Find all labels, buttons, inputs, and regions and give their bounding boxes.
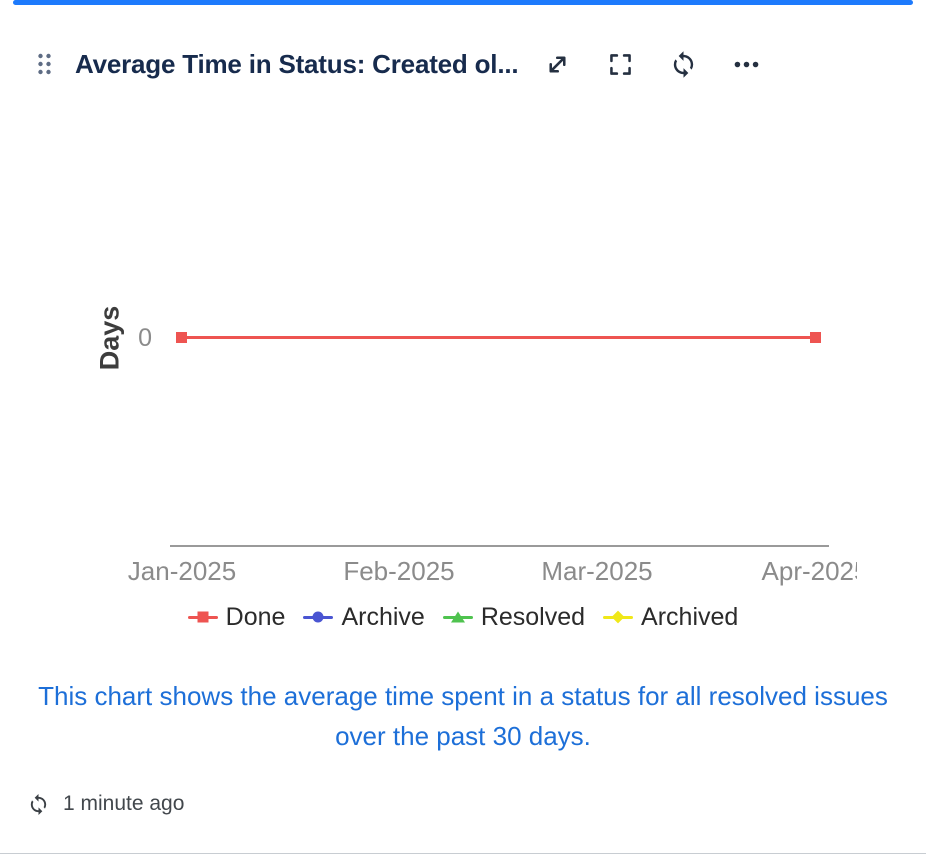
legend-label: Archive xyxy=(341,602,425,631)
gadget-description: This chart shows the average time spent … xyxy=(38,681,888,751)
legend-item-resolved: Resolved xyxy=(442,602,586,632)
refresh-status-icon[interactable] xyxy=(27,793,50,816)
legend-label: Done xyxy=(225,602,286,631)
chart-legend: Done Archive Resolved xyxy=(0,600,926,634)
card-accent-bar xyxy=(13,0,913,5)
y-tick-zero: 0 xyxy=(138,324,152,352)
done-series-marker-start xyxy=(176,332,187,343)
legend-item-archive: Archive xyxy=(303,602,425,632)
legend-circle-marker-icon xyxy=(303,610,334,625)
y-axis-label: Days xyxy=(94,305,125,371)
done-series-line xyxy=(182,336,814,339)
legend-item-done: Done xyxy=(187,602,286,632)
x-axis-ticks: Jan-2025 Feb-2025 Mar-2025 Apr-2025 xyxy=(0,556,857,589)
gadget-toolbar xyxy=(542,49,762,80)
refresh-icon[interactable] xyxy=(668,49,699,80)
last-refreshed-text: 1 minute ago xyxy=(63,792,185,815)
x-axis-line xyxy=(170,545,829,547)
legend-label: Archived xyxy=(641,602,739,631)
x-tick-label: Feb-2025 xyxy=(343,556,455,586)
gadget-title: Average Time in Status: Created ol... xyxy=(75,48,519,79)
legend-diamond-marker-icon xyxy=(603,610,634,625)
done-series-marker-end xyxy=(810,332,821,343)
legend-square-marker-icon xyxy=(187,610,218,625)
more-options-icon[interactable] xyxy=(731,49,762,80)
gadget-footer: 1 minute ago xyxy=(27,790,184,818)
x-tick-label: Jan-2025 xyxy=(127,556,237,586)
x-tick-label: Apr-2025 xyxy=(761,556,857,586)
drag-handle-icon[interactable] xyxy=(36,51,53,77)
bottom-separator xyxy=(0,853,926,854)
gadget-header: Average Time in Status: Created ol... xyxy=(36,47,896,81)
x-tick-label: Mar-2025 xyxy=(541,556,653,586)
legend-label: Resolved xyxy=(480,602,586,631)
legend-item-archived: Archived xyxy=(603,603,738,632)
fullscreen-icon[interactable] xyxy=(605,49,636,80)
legend-triangle-marker-icon xyxy=(442,610,473,625)
minimize-icon[interactable] xyxy=(542,49,573,80)
